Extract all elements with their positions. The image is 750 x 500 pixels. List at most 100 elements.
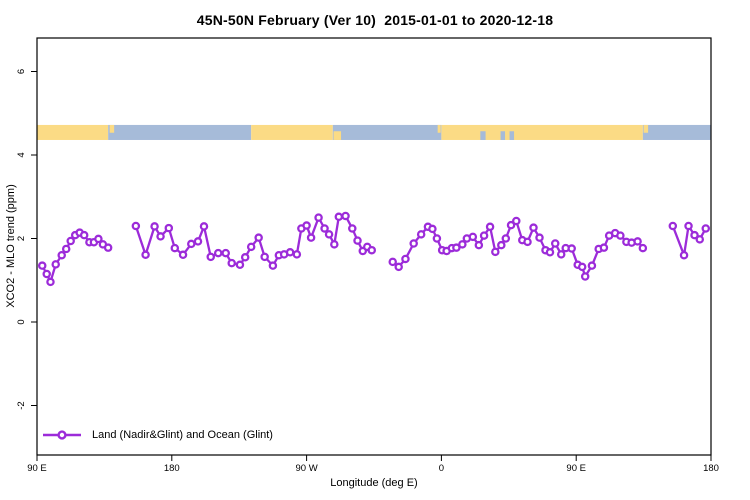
data-point (616, 231, 625, 240)
data-point (523, 237, 532, 247)
data-point (164, 223, 174, 233)
data-point (131, 221, 141, 231)
data-point (633, 237, 642, 246)
data-point (314, 213, 323, 222)
data-point (227, 258, 236, 268)
data-point (695, 235, 705, 244)
data-point (353, 236, 362, 245)
band-segment-ocean (480, 131, 486, 140)
data-point (690, 230, 699, 240)
data-point (550, 239, 560, 248)
data-point (468, 232, 478, 242)
band-segment-ocean (500, 131, 506, 140)
data-point (193, 237, 203, 246)
y-tick-label: 4 (16, 152, 27, 157)
x-axis-label: Longitude (deg E) (330, 477, 418, 489)
data-point (79, 230, 89, 240)
band-segment-ocean (509, 131, 515, 140)
data-point (292, 250, 302, 259)
data-point (42, 269, 51, 279)
data-point (668, 221, 678, 231)
data-point (701, 224, 711, 233)
data-point (638, 243, 648, 253)
data-point (37, 261, 47, 270)
data-point (529, 223, 538, 232)
data-point (474, 240, 484, 250)
x-tick-label: 90 E (27, 463, 47, 474)
data-point (103, 243, 113, 252)
data-point (506, 220, 516, 230)
data-point (178, 250, 188, 260)
data-point (401, 254, 410, 264)
y-tick-label: 6 (16, 69, 27, 74)
data-point (170, 243, 180, 253)
band-segment-land (441, 124, 643, 140)
data-point (416, 230, 426, 239)
data-point (428, 224, 437, 234)
data-point (458, 240, 467, 249)
legend-label: Land (Nadir&Glint) and Ocean (Glint) (92, 429, 273, 441)
chart-title: 45N-50N February (Ver 10) 2015-01-01 to … (196, 12, 554, 28)
legend: Land (Nadir&Glint) and Ocean (Glint) (41, 428, 273, 442)
data-point (199, 222, 209, 231)
data-point (324, 230, 334, 239)
data-point (679, 250, 689, 260)
x-tick-label: 90 E (566, 463, 586, 474)
data-point (302, 221, 311, 230)
data-point (587, 261, 597, 270)
legend-marker-icon (43, 430, 81, 440)
data-point (599, 243, 609, 252)
data-point (66, 236, 75, 246)
data-point (213, 248, 223, 258)
data-point (432, 234, 442, 243)
x-tick-label: 90 W (296, 463, 318, 474)
band-segment-land (333, 131, 342, 140)
band-segment-ocean (642, 124, 711, 140)
data-point (545, 248, 555, 257)
band-segment-land (37, 124, 109, 140)
band-segment-land (643, 124, 649, 133)
data-point (491, 247, 500, 257)
data-point (394, 262, 403, 272)
data-point (580, 272, 590, 281)
data-point (306, 233, 316, 242)
data-point (556, 250, 566, 259)
data-point (535, 233, 544, 242)
data-point (51, 260, 60, 269)
data-point (61, 244, 71, 254)
data-point (452, 243, 461, 252)
x-tick-label: 180 (164, 463, 180, 474)
data-point (577, 262, 587, 272)
data-point (341, 211, 350, 221)
data-point (348, 224, 357, 233)
data-point (409, 239, 418, 248)
data-point (367, 245, 377, 255)
data-point (330, 240, 339, 249)
data-point (156, 232, 165, 241)
data-point (46, 277, 55, 287)
band-segment-land (251, 124, 333, 140)
data-point (501, 234, 511, 243)
data-point (388, 257, 397, 267)
data-point (57, 250, 66, 260)
data-point (141, 250, 150, 260)
y-tick-label: -2 (16, 401, 27, 409)
band-segment-land (109, 124, 115, 133)
data-point (684, 221, 693, 231)
data-point (254, 233, 263, 242)
plot-frame (36, 37, 712, 456)
band-segment-ocean (332, 124, 442, 140)
data-point (260, 252, 269, 262)
data-point (512, 216, 521, 226)
data-point (94, 234, 103, 244)
data-point (497, 240, 506, 250)
data-series (37, 211, 711, 287)
data-point (240, 253, 250, 262)
data-point (268, 261, 278, 270)
band-segment-ocean (108, 124, 252, 140)
data-point (485, 222, 495, 232)
data-point (187, 239, 196, 249)
data-point (235, 260, 245, 270)
